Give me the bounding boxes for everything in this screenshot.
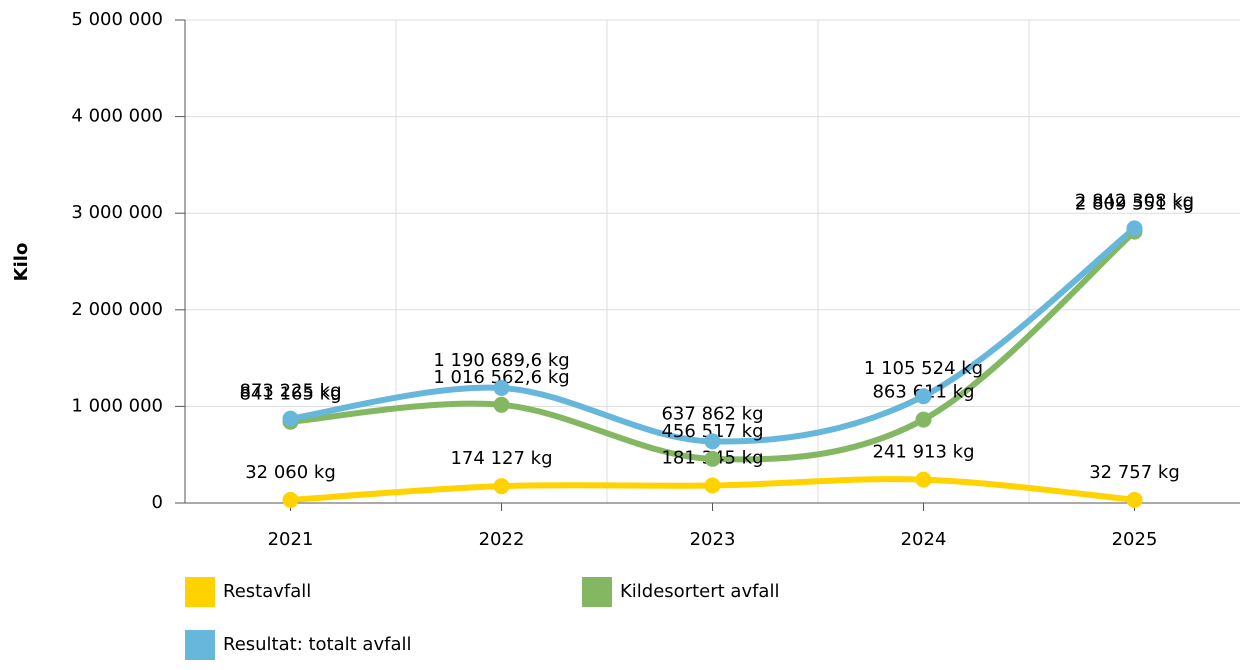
data-point	[493, 396, 510, 413]
data-label: 174 127 kg	[450, 448, 552, 469]
data-label: 1 105 524 kg	[864, 358, 983, 379]
legend-label: Resultat: totalt avfall	[223, 634, 411, 655]
legend-label: Restavfall	[223, 581, 311, 602]
data-point	[915, 388, 932, 405]
x-tick-label: 2022	[479, 529, 525, 550]
data-label: 456 517 kg	[661, 421, 763, 442]
data-label: 2 842 308 kg	[1075, 190, 1194, 211]
x-tick-label: 2023	[690, 529, 736, 550]
data-label: 32 757 kg	[1089, 462, 1180, 483]
data-point	[704, 477, 721, 494]
x-tick-label: 2025	[1112, 529, 1158, 550]
y-tick-label: 0	[152, 492, 163, 513]
data-point	[493, 478, 510, 495]
data-label: 841 165 kg	[239, 384, 341, 405]
y-tick-label: 4 000 000	[71, 106, 163, 127]
data-label: 32 060 kg	[245, 462, 336, 483]
x-tick-label: 2024	[901, 529, 947, 550]
data-point	[704, 450, 721, 467]
data-point	[915, 471, 932, 488]
data-point	[493, 379, 510, 396]
data-label: 637 862 kg	[661, 403, 763, 424]
data-point	[1126, 220, 1143, 237]
data-label: 873 225 kg	[239, 381, 341, 402]
data-label: 241 913 kg	[872, 442, 974, 463]
data-point	[282, 410, 299, 427]
data-point	[915, 411, 932, 428]
data-point	[704, 433, 721, 450]
y-tick-label: 3 000 000	[71, 202, 163, 223]
legend-label: Kildesortert avfall	[620, 581, 779, 602]
y-axis-title: Kilo	[11, 243, 32, 282]
y-tick-label: 5 000 000	[71, 9, 163, 30]
y-tick-label: 1 000 000	[71, 395, 163, 416]
data-point	[1126, 491, 1143, 508]
data-label: 1 016 562,6 kg	[433, 367, 569, 388]
legend-swatch	[582, 577, 612, 607]
legend-swatch	[185, 577, 215, 607]
data-label: 2 809 551 kg	[1075, 194, 1194, 215]
data-label: 1 190 689,6 kg	[433, 350, 569, 371]
data-point	[282, 491, 299, 508]
x-tick-label: 2021	[268, 529, 314, 550]
legend-swatch	[185, 630, 215, 660]
y-tick-label: 2 000 000	[71, 299, 163, 320]
